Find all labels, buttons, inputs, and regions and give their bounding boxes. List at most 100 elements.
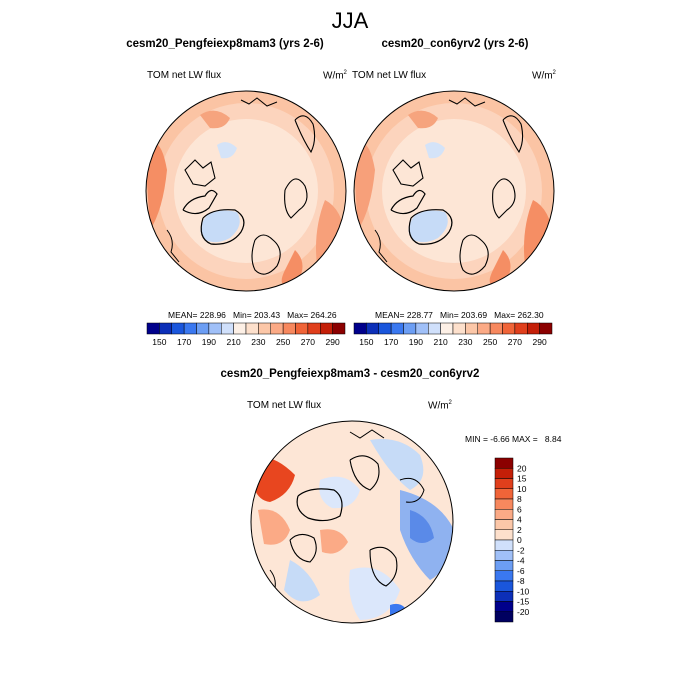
figure-title: JJA [331,8,369,33]
panel1-colorbar-swatch [258,322,271,335]
diff-colorbar-swatch [494,488,514,500]
panel1-map-fill-inner [174,119,318,263]
panel2-colorbar-swatch [539,322,553,335]
diff-colorbar-tick-label: 8 [517,494,522,504]
panel1-colorbar-tick-label: 250 [276,337,290,347]
panel2-colorbar-swatch [390,322,404,335]
panel1-colorbar-tick-label: 290 [326,337,340,347]
panel1-colorbar-tick-label: 270 [301,337,315,347]
diff-colorbar-swatch [494,580,514,592]
diff-colorbar-swatch [494,509,514,520]
panel1-stats: MEAN= 228.96 Min= 203.43 Max= 264.26 [168,310,337,320]
panel2-coast-7 [374,229,388,263]
diff-colorbar-swatch [494,457,514,469]
panel2-map-warm-west [354,143,375,230]
panel1-colorbar-swatch [146,322,160,335]
panel1-variable: TOM net LW flux [147,70,222,81]
panel2-colorbar-swatch [440,322,454,335]
panel2-colorbar-swatch [428,322,441,335]
panel2-coast-1 [390,189,426,215]
panel1-map-cool-patch [217,142,237,159]
panel1-colorbar-swatch [208,322,222,335]
diff-colorbar-tick-label: -8 [517,576,525,586]
diff-colorbar-tick-label: 2 [517,525,522,535]
panel2-colorbar-tick-label: 290 [533,337,547,347]
panel2-colorbar-swatch [527,322,540,335]
panel2-coast-greenland [408,209,453,245]
panel1-map-warm-north [200,110,230,129]
diff-coast-6 [349,429,385,439]
panel2-colorbar-tick-label: 210 [434,337,448,347]
panel1-map-border [145,90,347,292]
panel2-colorbar-swatch [465,322,478,335]
panel2-colorbar-tick-label: 230 [458,337,472,347]
panel1-colorbar-swatch [233,322,247,335]
panel2-title: cesm20_con6yrv2 (yrs 2-6) [381,38,529,50]
panel2-colorbar-swatch [477,322,491,335]
panel1-coast-europe [251,234,281,275]
diff-map-cool-southwest [284,560,320,602]
panel1-colorbar-swatch [196,322,210,335]
panel2-map-warm-north [408,110,438,129]
panel1-colorbar-tick-label: 190 [202,337,216,347]
diff-colorbar-swatch [494,519,514,530]
panel2-polar-map [353,90,555,292]
panel1-colorbar-swatch [171,322,185,335]
diff-coast-3 [289,533,317,563]
diff-colorbar-swatch [494,560,514,571]
panel1-title: cesm20_Pengfeiexp8mam3 (yrs 2-6) [126,38,324,50]
diff-colorbar-tick-label: -20 [517,607,530,617]
diff-colorbar-tick-label: 10 [517,484,527,494]
diff-map-cool-center [319,476,360,509]
panel2-map-fill-inner [382,119,526,263]
panel2-colorbar-tick-label: 170 [384,337,398,347]
panel2-coast-3 [492,178,516,219]
panel1-colorbar-swatch [221,322,234,335]
diff-colorbar-tick-label: 20 [517,463,527,473]
diff-colorbar-tick-label: 15 [517,474,527,484]
panel1-map-cool-greenland [200,210,240,243]
diff-colorbar-swatch [494,591,514,602]
panel1-polar-map [145,90,347,292]
diff-coast-4 [369,546,398,587]
panel2-colorbar: 150 170 190 210 230 250 270 290 [353,322,553,347]
panel1-colorbar-swatch [320,322,333,335]
diff-minmax: MIN = -6.66 MAX = 8.84 [465,434,562,444]
panel1-colorbar: 150 170 190 210 230 250 270 290 [146,322,346,347]
panel1-colorbar-swatch [295,322,309,335]
panel1-coast-5 [294,115,316,154]
diff-coast-2 [349,455,380,491]
diff-coast-5 [399,477,425,503]
diff-map-border [250,420,454,624]
panel2-colorbar-swatch [502,322,516,335]
diff-colorbar-tick-label: -6 [517,566,525,576]
panel2-colorbar-swatch [415,322,429,335]
panel2-map-border [353,90,555,292]
diff-colorbar-swatch [494,498,514,510]
panel2-map-cool-greenland [408,210,448,243]
panel2-stats: MEAN= 228.77 Min= 203.69 Max= 262.30 [375,310,544,320]
panel1-colorbar-tick-label: 210 [227,337,241,347]
panel1-coast-7 [166,229,180,263]
diff-map-cool-north [370,439,424,490]
diff-variable: TOM net LW flux [247,400,322,411]
panel2-coast-europe [459,234,489,275]
diff-colorbar-tick-label: 0 [517,535,522,545]
panel2-units: W/m2 [532,70,556,82]
diff-colorbar-swatch [494,601,514,612]
panel2-colorbar-swatch [452,322,466,335]
diff-colorbar-swatch [494,529,514,541]
diff-colorbar-swatch [494,570,514,582]
panel1-colorbar-swatch [245,322,259,335]
diff-colorbar-tick-label: -10 [517,586,530,596]
diff-colorbar-tick-label: -4 [517,556,525,566]
panel2-colorbar-swatch [366,322,379,335]
panel2-colorbar-swatch [514,322,528,335]
diff-map-cool-east-core [410,510,434,543]
diff-polar-map [250,420,454,624]
panel1-colorbar-tick-label: 230 [251,337,265,347]
panel2-coast-6 [448,97,486,107]
diff-colorbar-swatch [494,478,514,489]
panel1-colorbar-swatch [307,322,321,335]
